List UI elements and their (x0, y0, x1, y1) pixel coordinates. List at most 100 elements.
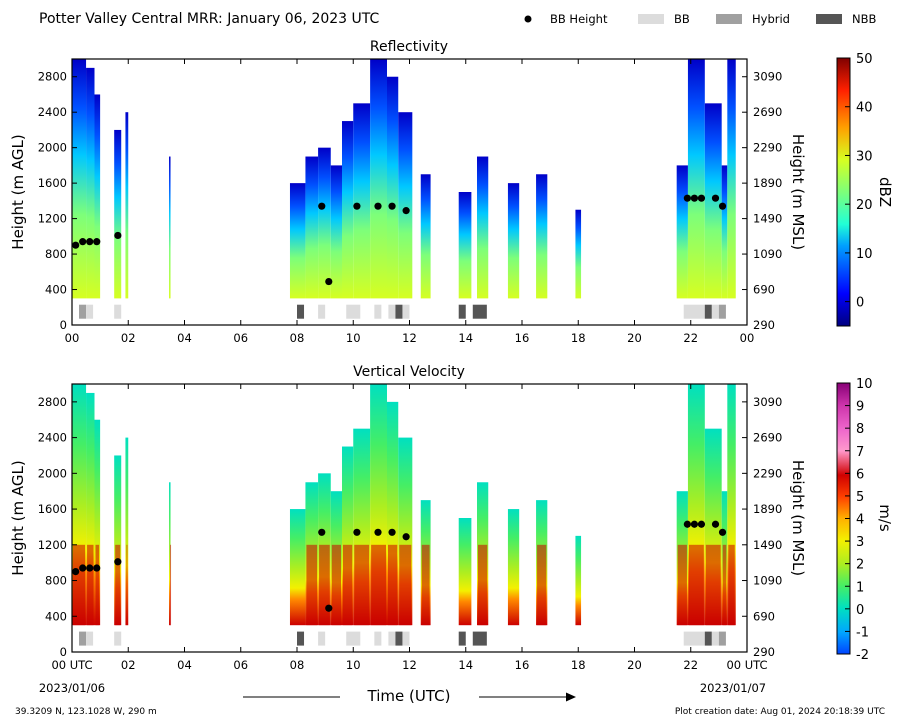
vertical-velocity-axes: 00 UTC 02 04 06 08 10 12 14 16 18 20 22 00 UTC040080… (38, 384, 782, 672)
bb-class-bb-bar (683, 304, 705, 319)
reflectivity-axes: 00 02 04 06 08 10 12 14 16 18 20 22 0004008001200160… (38, 59, 782, 345)
bb-class-nbb-bar (395, 304, 403, 319)
x-tick-label: 00 (65, 331, 80, 345)
vertical-velocity-fall-speed-core (478, 544, 488, 626)
bb-class-bb-bar (114, 631, 122, 646)
y2-tick-label: 2690 (753, 431, 782, 445)
vertical-velocity-fall-speed-core (688, 544, 704, 626)
y2-tick-label: 2290 (753, 141, 782, 155)
y-tick-label: 1600 (38, 176, 67, 190)
hybrid-legend-label: Hybrid (752, 12, 790, 26)
bb-class-bb-bar (318, 304, 326, 319)
reflectivity-panel: Reflectivity 00 02 04 06 08 10 12 14 16 18 20 22 000… (9, 39, 894, 345)
x-tick-label: 16 (515, 331, 530, 345)
vertical-velocity-colorbar-label: m/s (876, 504, 894, 532)
vertical-velocity-data-layer (72, 384, 736, 646)
y-tick-label: 2000 (38, 466, 67, 480)
vertical-velocity-echo-column (94, 419, 101, 626)
vertical-velocity-echo-column (169, 482, 171, 626)
y-tick-label: 400 (45, 609, 67, 623)
colorbar-tick-label: 9 (856, 400, 864, 415)
bb-class-hybrid-bar (79, 304, 87, 319)
x-tick-label: 04 (177, 331, 192, 345)
vertical-velocity-echo-column (507, 509, 520, 626)
colorbar-tick-label: 1 (856, 580, 864, 595)
bb-class-nbb-bar (704, 631, 712, 646)
vertical-velocity-fall-speed-core (388, 544, 398, 626)
bb-class-bb-bar (402, 304, 410, 319)
colorbar-tick-label: 0 (856, 603, 864, 618)
bb-height-marker (683, 520, 691, 528)
x-tick-label: 00 UTC (726, 658, 767, 672)
bb-height-marker (374, 202, 382, 210)
bb-class-bb-bar (711, 631, 719, 646)
vertical-velocity-fall-speed-core (331, 544, 341, 626)
y-tick-label: 400 (45, 283, 67, 297)
reflectivity-colorbar-ticks: 0 10 20 30 40 50 (845, 52, 873, 311)
bb-class-bb-bar (374, 304, 382, 319)
colorbar-tick-label: 3 (856, 535, 864, 550)
y-tick-label: 2400 (38, 105, 67, 119)
vertical-velocity-fall-speed-core (73, 544, 86, 626)
bb-height-marker (388, 202, 396, 210)
bb-height-marker (683, 194, 691, 202)
y-tick-label: 800 (45, 574, 67, 588)
y2-tick-label: 290 (753, 645, 775, 659)
header-legend: BB Height BB Hybrid NBB (524, 12, 876, 26)
x-axis-label: Time (UTC) (367, 687, 451, 705)
plot-creation-date: Plot creation date: Aug 01, 2024 20:18:3… (675, 707, 885, 717)
vertical-velocity-echo-column (458, 518, 472, 626)
bb-height-legend-marker (524, 15, 532, 23)
y2-tick-label: 1890 (753, 176, 782, 190)
vertical-velocity-fall-speed-core (95, 544, 100, 626)
x-tick-label: 10 (346, 658, 361, 672)
bb-class-bb-bar (388, 304, 396, 319)
vertical-velocity-fall-speed-core (306, 544, 318, 626)
colorbar-tick-label: 8 (856, 422, 864, 437)
x-tick-label: 22 (683, 658, 698, 672)
y2-tick-label: 3090 (753, 70, 782, 84)
vertical-velocity-echo-column (387, 401, 399, 626)
reflectivity-echo-column (86, 67, 95, 299)
vertical-velocity-echo-column (125, 437, 129, 626)
x-tick-label: 00 (740, 331, 755, 345)
bb-height-marker (697, 194, 706, 202)
bb-height-marker (325, 604, 333, 612)
vertical-velocity-fall-speed-core (126, 544, 128, 626)
y2-tick-label: 1890 (753, 502, 782, 516)
x-tick-label: 20 (627, 658, 642, 672)
bb-height-marker (79, 564, 87, 572)
colorbar-tick-label: 30 (856, 149, 873, 164)
y-tick-label: 1600 (38, 502, 67, 516)
colorbar-tick-label: -1 (856, 625, 869, 640)
x-tick-label: 18 (571, 658, 586, 672)
x-tick-label: 20 (627, 331, 642, 345)
reflectivity-echo-column (398, 112, 413, 299)
start-date-label: 2023/01/06 (39, 681, 105, 695)
reflectivity-echo-column (387, 76, 399, 299)
nbb-legend-swatch (816, 14, 842, 24)
x-tick-label: 22 (683, 331, 698, 345)
y-tick-label: 2800 (38, 70, 67, 84)
x-tick-label: 08 (290, 658, 305, 672)
bb-height-marker (114, 558, 122, 566)
bb-height-marker (86, 238, 94, 246)
colorbar-tick-label: 40 (856, 101, 873, 116)
bb-class-nbb-bar (458, 304, 466, 319)
vertical-velocity-colorbar-ticks: -2 -1 0 1 2 3 4 5 6 7 8 9 10 (845, 377, 873, 663)
y2-tick-label: 2690 (753, 105, 782, 119)
bb-class-nbb-bar (472, 631, 487, 646)
colorbar-tick-label: 2 (856, 558, 864, 573)
reflectivity-echo-column (721, 165, 728, 299)
y2-tick-label: 690 (753, 283, 775, 297)
y-tick-label: 800 (45, 247, 67, 261)
colorbar-tick-label: 6 (856, 467, 864, 482)
bb-height-marker (353, 202, 361, 210)
bb-height-marker (353, 528, 361, 536)
colorbar-tick-label: 7 (856, 445, 864, 460)
bb-height-marker (79, 238, 87, 246)
end-date-label: 2023/01/07 (700, 681, 766, 695)
bb-class-bb-bar (402, 631, 410, 646)
vertical-velocity-fall-speed-core (343, 544, 353, 626)
bb-class-bb-bar (683, 631, 705, 646)
